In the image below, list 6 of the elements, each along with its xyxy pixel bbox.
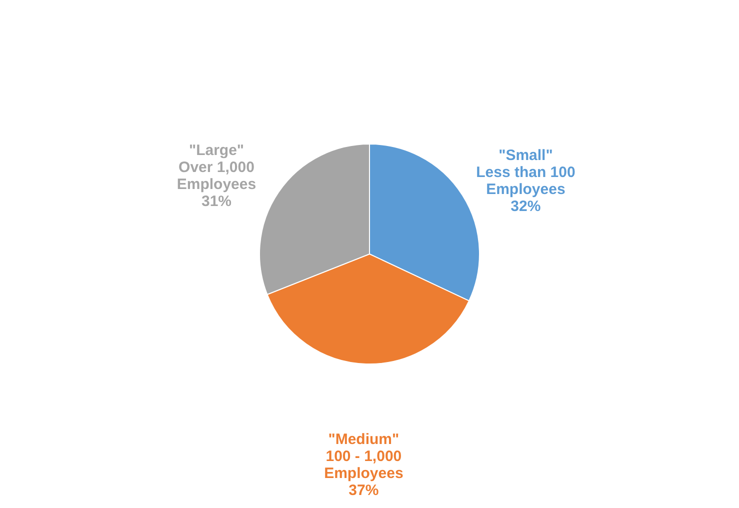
data-label: 37% (348, 482, 379, 499)
slice-label: "Small" Less than 100 Employees (476, 146, 576, 198)
data-label: 31% (201, 193, 232, 210)
data-label: 32% (510, 198, 541, 215)
slice-label: "Medium" 100 - 1,000 Employees (324, 430, 404, 482)
slice-label: "Large" Over 1,000 Employees (176, 142, 256, 194)
